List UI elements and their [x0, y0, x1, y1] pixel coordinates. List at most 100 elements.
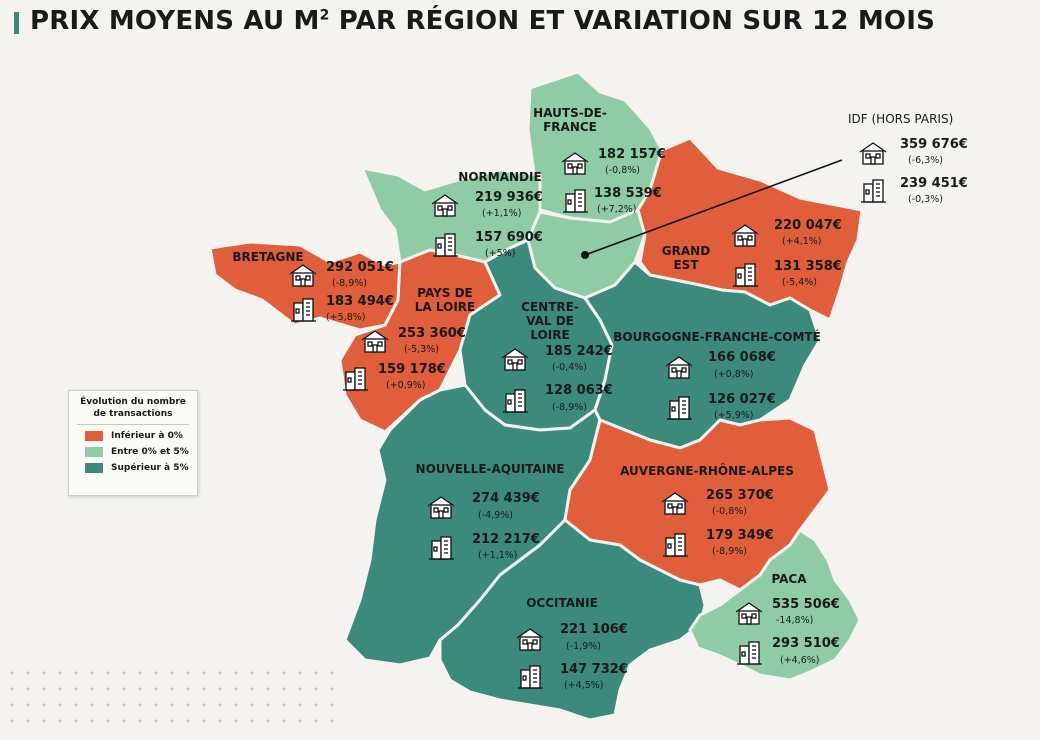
apartment-building-icon: [858, 178, 888, 204]
house-icon: [500, 346, 530, 372]
legend-label: Supérieur à 5%: [111, 463, 189, 473]
ge-house-var: (+4,1%): [782, 236, 822, 247]
decorative-dot-pattern: [4, 665, 334, 725]
legend-title: Évolution du nombre de transactions: [77, 396, 189, 425]
ara-apt-var: (-8,9%): [712, 546, 747, 557]
region-label-bretagne: BRETAGNE: [232, 250, 304, 264]
house-icon: [426, 494, 456, 520]
region-label-centre-val-de-loire: CENTRE- VAL DE LOIRE: [521, 300, 579, 342]
idf-apt-var: (-0,3%): [908, 194, 943, 205]
region-label-hauts-de-france: HAUTS-DE- FRANCE: [533, 106, 607, 134]
house-icon: [360, 328, 390, 354]
apartment-building-icon: [430, 232, 460, 258]
region-label-nouvelle-aquitaine: NOUVELLE-AQUITAINE: [415, 462, 565, 476]
house-icon: [660, 490, 690, 516]
norm-house-price: 219 936€: [475, 190, 543, 205]
na-apt-price: 212 217€: [472, 532, 540, 547]
na-house-var: (-4,9%): [478, 510, 513, 521]
legend-swatch: [85, 431, 103, 441]
ara-apt-price: 179 349€: [706, 528, 774, 543]
hdf-apt-price: 138 539€: [594, 186, 662, 201]
house-icon: [515, 626, 545, 652]
legend-label: Inférieur à 0%: [111, 431, 183, 441]
bret-house-price: 292 051€: [326, 260, 394, 275]
occ-apt-price: 147 732€: [560, 662, 628, 677]
apartment-building-icon: [560, 188, 590, 214]
region-occitanie[interactable]: [438, 518, 707, 722]
house-icon: [730, 222, 760, 248]
idf-house-price: 359 676€: [900, 137, 968, 152]
legend-swatch: [85, 463, 103, 473]
pdl-apt-price: 159 178€: [378, 362, 446, 377]
paca-apt-var: (+4,6%): [780, 655, 820, 666]
paca-house-price: 535 506€: [772, 597, 840, 612]
bfc-apt-price: 126 027€: [708, 392, 776, 407]
occ-apt-var: (+4,5%): [564, 680, 604, 691]
apartment-building-icon: [288, 297, 318, 323]
ge-apt-var: (-5,4%): [782, 277, 817, 288]
apartment-building-icon: [664, 395, 694, 421]
legend-swatch: [85, 447, 103, 457]
bret-house-var: (-8,9%): [332, 278, 367, 289]
bret-apt-var: (+5,8%): [326, 312, 366, 323]
occ-house-var: (-1,9%): [566, 641, 601, 652]
hdf-house-var: (-0,8%): [605, 165, 640, 176]
apartment-building-icon: [426, 535, 456, 561]
pdl-house-price: 253 360€: [398, 326, 466, 341]
bfc-house-price: 166 068€: [708, 350, 776, 365]
region-label-grand-est: GRAND EST: [661, 244, 711, 272]
title-accent-bar: [14, 12, 19, 34]
paca-apt-price: 293 510€: [772, 636, 840, 651]
legend-item-above-5: Supérieur à 5%: [85, 463, 197, 473]
cvl-apt-var: (-8,9%): [552, 402, 587, 413]
region-paca[interactable]: [688, 528, 862, 682]
region-label-idf: IDF (HORS PARIS): [848, 112, 954, 126]
region-label-occitanie: OCCITANIE: [526, 596, 598, 610]
legend-item-between-0-5: Entre 0% et 5%: [85, 447, 197, 457]
region-label-normandie: NORMANDIE: [458, 170, 542, 184]
pdl-apt-var: (+0,9%): [386, 380, 426, 391]
idf-apt-price: 239 451€: [900, 176, 968, 191]
cvl-apt-price: 128 063€: [545, 383, 613, 398]
norm-apt-var: (+5%): [485, 248, 516, 259]
house-icon: [734, 600, 764, 626]
apartment-building-icon: [734, 640, 764, 666]
region-label-paca: PACA: [771, 572, 807, 586]
occ-house-price: 221 106€: [560, 622, 628, 637]
idf-pointer-line: [584, 159, 843, 256]
region-label-auvergne-rhone-alpes: AUVERGNE-RHÔNE-ALPES: [620, 464, 794, 478]
map-legend: Évolution du nombre de transactions Infé…: [68, 390, 198, 496]
bfc-house-var: (+0,8%): [714, 369, 754, 380]
page-title: PRIX MOYENS AU M2 PAR RÉGION ET VARIATIO…: [30, 6, 936, 36]
house-icon: [288, 262, 318, 288]
apartment-building-icon: [515, 664, 545, 690]
region-label-pays-de-la-loire: PAYS DE LA LOIRE: [414, 286, 476, 314]
ara-house-price: 265 370€: [706, 488, 774, 503]
house-icon: [430, 192, 460, 218]
na-house-price: 274 439€: [472, 491, 540, 506]
norm-apt-price: 157 690€: [475, 230, 543, 245]
paca-house-var: -14,8%): [776, 615, 814, 626]
apartment-building-icon: [730, 262, 760, 288]
bfc-apt-var: (+5,9%): [714, 410, 754, 421]
ge-apt-price: 131 358€: [774, 259, 842, 274]
cvl-house-price: 185 242€: [545, 344, 613, 359]
na-apt-var: (+1,1%): [478, 550, 518, 561]
apartment-building-icon: [500, 388, 530, 414]
pdl-house-var: (-5,3%): [404, 344, 439, 355]
apartment-building-icon: [340, 366, 370, 392]
bret-apt-price: 183 494€: [326, 294, 394, 309]
norm-house-var: (+1,1%): [482, 208, 522, 219]
region-label-bourgogne-franche-comte: BOURGOGNE-FRANCHE-COMTÉ: [613, 330, 821, 344]
legend-label: Entre 0% et 5%: [111, 447, 189, 457]
ara-house-var: (-0,8%): [712, 506, 747, 517]
apartment-building-icon: [660, 532, 690, 558]
house-icon: [858, 140, 888, 166]
cvl-house-var: (-0,4%): [552, 362, 587, 373]
idf-house-var: (-6,3%): [908, 155, 943, 166]
hdf-house-price: 182 157€: [598, 147, 666, 162]
ge-house-price: 220 047€: [774, 218, 842, 233]
house-icon: [560, 150, 590, 176]
legend-item-below-0: Inférieur à 0%: [85, 431, 197, 441]
